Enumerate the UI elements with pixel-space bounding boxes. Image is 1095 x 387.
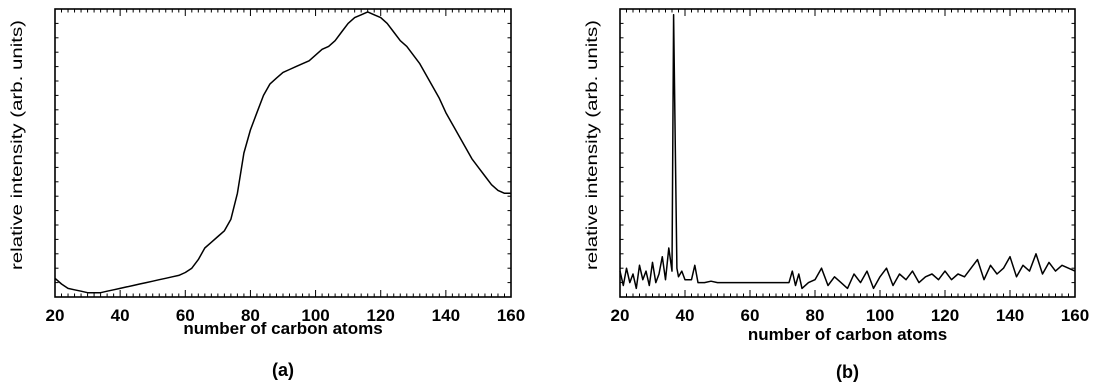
panel-a-series-line	[54, 11, 511, 294]
panel-a-x-tick-label: 140	[432, 306, 460, 325]
panel-b-x-tick-label: 100	[866, 306, 894, 325]
panel-a-y-axis-label: relative intensity (arb. units)	[9, 20, 26, 270]
panel-a-panel-label: (a)	[272, 360, 294, 380]
panel-b-x-tick-label: 40	[676, 306, 695, 325]
panel-b-series-line	[619, 14, 1076, 290]
panel-a-x-tick-label: 120	[367, 306, 395, 325]
panel-b: 20 40 60 80 100 120 140 160 number of carbon ato…	[584, 8, 1089, 382]
panel-b-y-axis-label: relative intensity (arb. units)	[584, 20, 601, 270]
panel-b-x-tick-label: 160	[1061, 306, 1089, 325]
panel-a-plot-frame	[54, 8, 512, 298]
panel-a-x-tick-label: 60	[176, 306, 195, 325]
panel-a: 20 40 60 80 100 120 140 160 number of carbon ato…	[9, 8, 525, 380]
panel-b-x-tick-label: 80	[806, 306, 825, 325]
panel-b-x-tick-label: 60	[741, 306, 760, 325]
panel-a-x-tick-label: 20	[46, 306, 65, 325]
panel-b-x-axis-label: number of carbon atoms	[748, 325, 947, 344]
panel-a-x-axis-label: number of carbon atoms	[183, 319, 382, 338]
panel-b-x-tick-label: 120	[931, 306, 959, 325]
panel-b-x-tick-label: 140	[996, 306, 1024, 325]
panel-a-x-tick-label: 160	[497, 306, 525, 325]
panel-b-x-tick-label: 20	[611, 306, 630, 325]
panel-a-x-tick-label: 40	[111, 306, 130, 325]
panel-a-x-tick-label: 100	[301, 306, 329, 325]
panel-a-x-tick-label: 80	[241, 306, 260, 325]
panel-b-panel-label: (b)	[836, 362, 859, 382]
panel-b-plot-frame	[619, 8, 1076, 298]
